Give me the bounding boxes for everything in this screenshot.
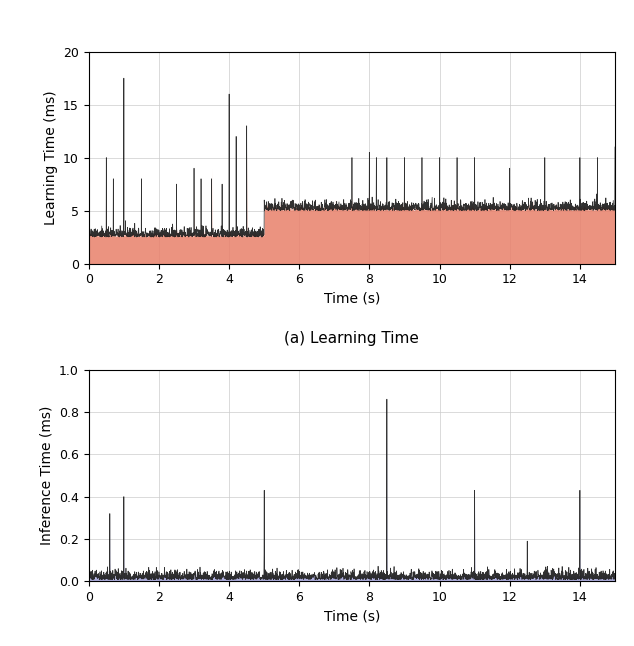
Y-axis label: Inference Time (ms): Inference Time (ms) — [39, 406, 53, 545]
X-axis label: Time (s): Time (s) — [324, 292, 380, 306]
Text: (a) Learning Time: (a) Learning Time — [285, 331, 419, 346]
X-axis label: Time (s): Time (s) — [324, 610, 380, 623]
Y-axis label: Learning Time (ms): Learning Time (ms) — [44, 90, 58, 225]
